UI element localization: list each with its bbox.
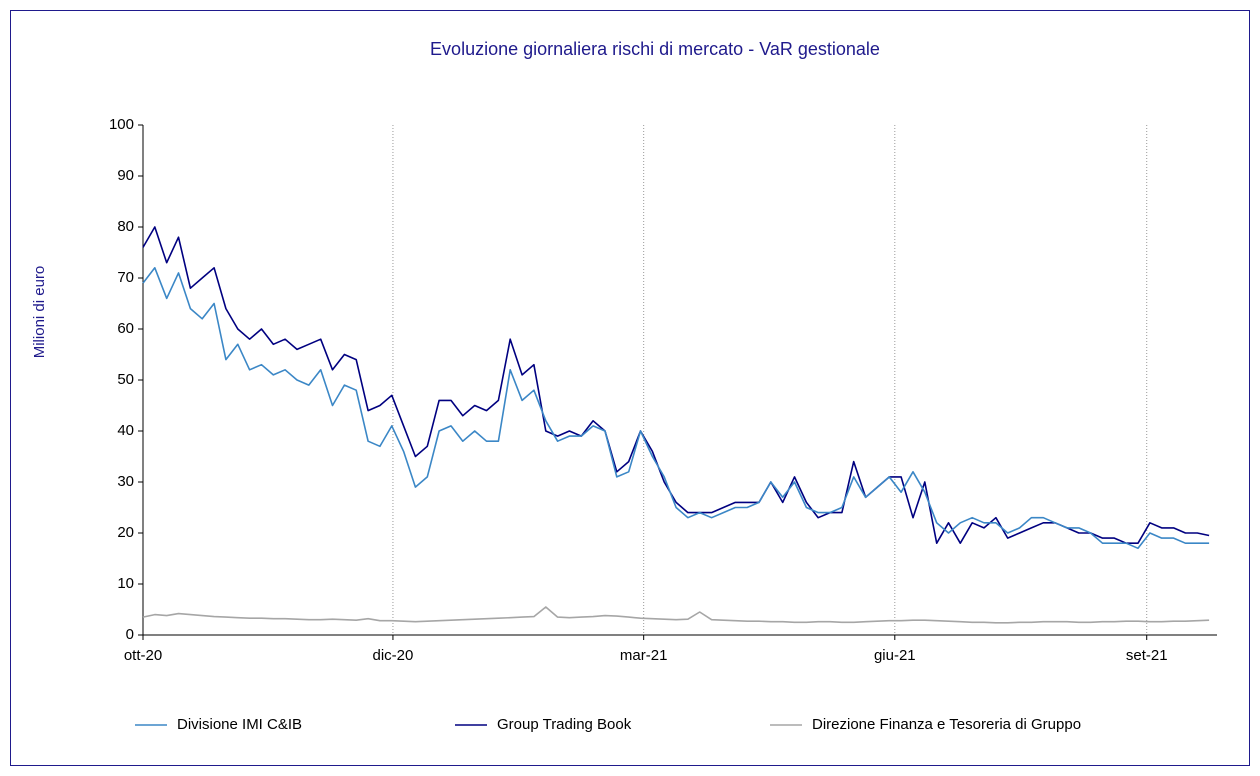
y-tick-label: 20 <box>117 524 134 541</box>
y-tick-label: 10 <box>117 575 134 592</box>
y-tick-label: 30 <box>117 473 134 490</box>
series-line <box>142 267 1210 550</box>
x-tick-label: dic-20 <box>373 647 414 664</box>
y-tick-label: 70 <box>117 269 134 286</box>
y-tick-label: 40 <box>117 422 134 439</box>
chart-title: Evoluzione giornaliera rischi di mercato… <box>430 39 880 59</box>
x-tick-label: giu-21 <box>874 647 916 664</box>
y-tick-label: 90 <box>117 167 134 184</box>
y-tick-label: 80 <box>117 218 134 235</box>
y-tick-label: 100 <box>109 116 134 133</box>
x-tick-label: set-21 <box>1126 647 1168 664</box>
chart-border <box>10 10 1250 766</box>
y-tick-label: 60 <box>117 320 134 337</box>
x-tick-label: mar-21 <box>620 647 668 664</box>
legend-label: Divisione IMI C&IB <box>177 716 302 733</box>
legend-label: Group Trading Book <box>497 716 632 733</box>
y-tick-label: 50 <box>117 371 134 388</box>
x-tick-label: ott-20 <box>124 647 162 664</box>
y-axis-label: Milioni di euro <box>31 266 48 359</box>
series-line <box>142 606 1210 624</box>
series-line <box>142 226 1210 544</box>
legend-label: Direzione Finanza e Tesoreria di Gruppo <box>812 716 1081 733</box>
y-tick-label: 0 <box>126 626 134 643</box>
